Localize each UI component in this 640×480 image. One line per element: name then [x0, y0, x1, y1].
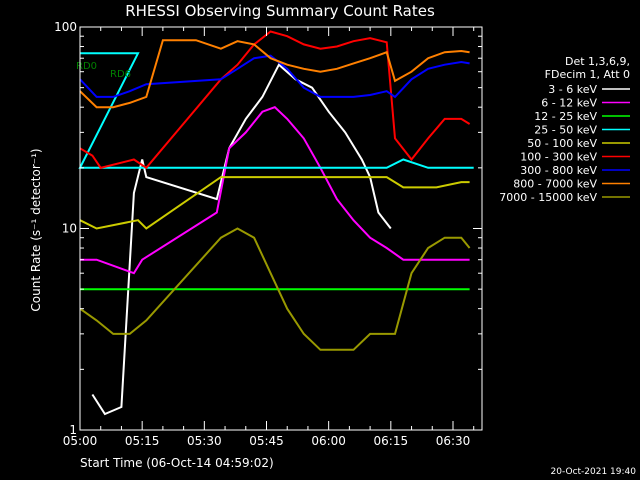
axes: 1 10 100 05:00 05:15 05:30 05:45 06:00 06:15 06:3…: [54, 20, 483, 448]
x-tick-label-0: 05:00: [63, 434, 98, 448]
legend-header-line-1: Det 1,3,6,9,: [565, 55, 630, 68]
series-line-7: [79, 39, 470, 109]
legend-label-5: 100 - 300 keV: [520, 151, 597, 164]
region-label-0: RD0: [76, 61, 97, 72]
generation-timestamp: 20-Oct-2021 19:40: [551, 467, 637, 477]
y-tick-label-0: 1: [69, 423, 77, 437]
series-line-6: [79, 54, 470, 99]
legend-label-6: 300 - 800 keV: [520, 164, 597, 177]
series-line-3: [78, 52, 474, 169]
series-line-8: [79, 227, 471, 351]
series-line-5: [79, 30, 471, 170]
legend-label-1: 6 - 12 keV: [541, 97, 597, 110]
legend-label-8: 7000 - 15000 keV: [499, 191, 597, 204]
x-tick-label-2: 05:30: [187, 434, 222, 448]
legend-label-0: 3 - 6 keV: [548, 83, 597, 96]
x-tick-label-4: 06:00: [311, 434, 346, 448]
series-line-4: [79, 176, 470, 230]
legend: Det 1,3,6,9, FDecim 1, Att 0 3 - 6 keV6 …: [499, 55, 630, 204]
series-line-1: [80, 106, 470, 275]
y-axis-label: Count Rate (s⁻¹ detector⁻¹): [29, 148, 43, 311]
x-axis-label: Start Time (06-Oct-14 04:59:02): [80, 456, 274, 470]
chart-title: RHESSI Observing Summary Count Rates: [125, 2, 435, 20]
legend-label-7: 800 - 7000 keV: [513, 178, 597, 191]
y-tick-label-2: 100: [54, 20, 77, 34]
y-tick-label-1: 10: [62, 222, 77, 236]
x-tick-label-1: 05:15: [125, 434, 160, 448]
legend-header-line-2: FDecim 1, Att 0: [545, 68, 630, 81]
x-tick-label-5: 06:15: [374, 434, 409, 448]
plot-area: RD0 RD6: [76, 30, 474, 416]
legend-label-3: 25 - 50 keV: [534, 124, 597, 137]
x-tick-label-3: 05:45: [249, 434, 284, 448]
legend-label-4: 50 - 100 keV: [527, 137, 597, 150]
series-line-0: [91, 63, 392, 416]
x-tick-label-6: 06:30: [436, 434, 471, 448]
region-label-1: RD6: [110, 69, 131, 80]
legend-label-2: 12 - 25 keV: [534, 110, 597, 123]
